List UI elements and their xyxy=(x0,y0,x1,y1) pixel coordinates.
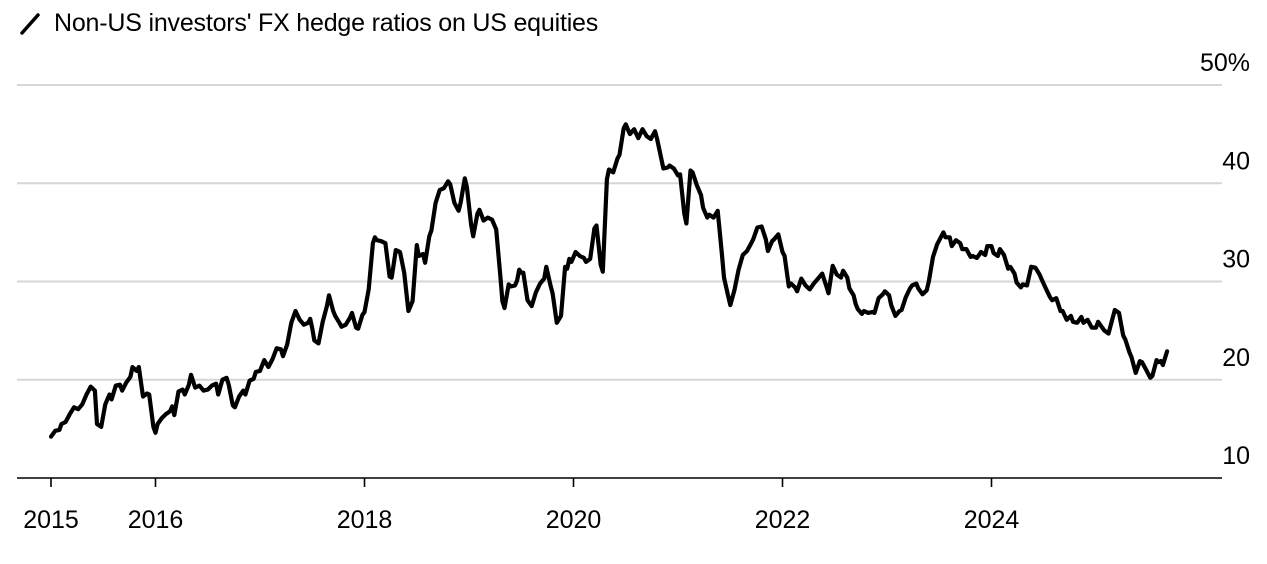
chart-title: Non-US investors' FX hedge ratios on US … xyxy=(54,8,599,37)
x-tick-label: 2022 xyxy=(755,506,811,534)
y-tick-label: 40 xyxy=(1222,147,1250,175)
x-tick-label: 2016 xyxy=(128,506,184,534)
x-tick-label: 2018 xyxy=(337,506,393,534)
y-axis-labels: 50% 40 30 20 10 xyxy=(1200,49,1250,470)
grid-layer xyxy=(17,84,1222,381)
series-layer xyxy=(48,122,1170,439)
series-line xyxy=(48,122,1170,439)
y-tick-label: 20 xyxy=(1222,344,1250,372)
x-tick-label: 2020 xyxy=(546,506,602,534)
chart-header: Non-US investors' FX hedge ratios on US … xyxy=(18,8,598,38)
y-tick-label: 30 xyxy=(1222,246,1250,274)
slash-icon xyxy=(20,13,40,35)
y-tick-label: 50% xyxy=(1200,49,1250,77)
x-tick-label: 2015 xyxy=(23,506,79,534)
x-tick-label: 2024 xyxy=(964,506,1020,534)
x-axis: 2015 2016 2018 2020 2022 2024 xyxy=(17,477,1222,534)
y-tick-label: 10 xyxy=(1222,442,1250,470)
